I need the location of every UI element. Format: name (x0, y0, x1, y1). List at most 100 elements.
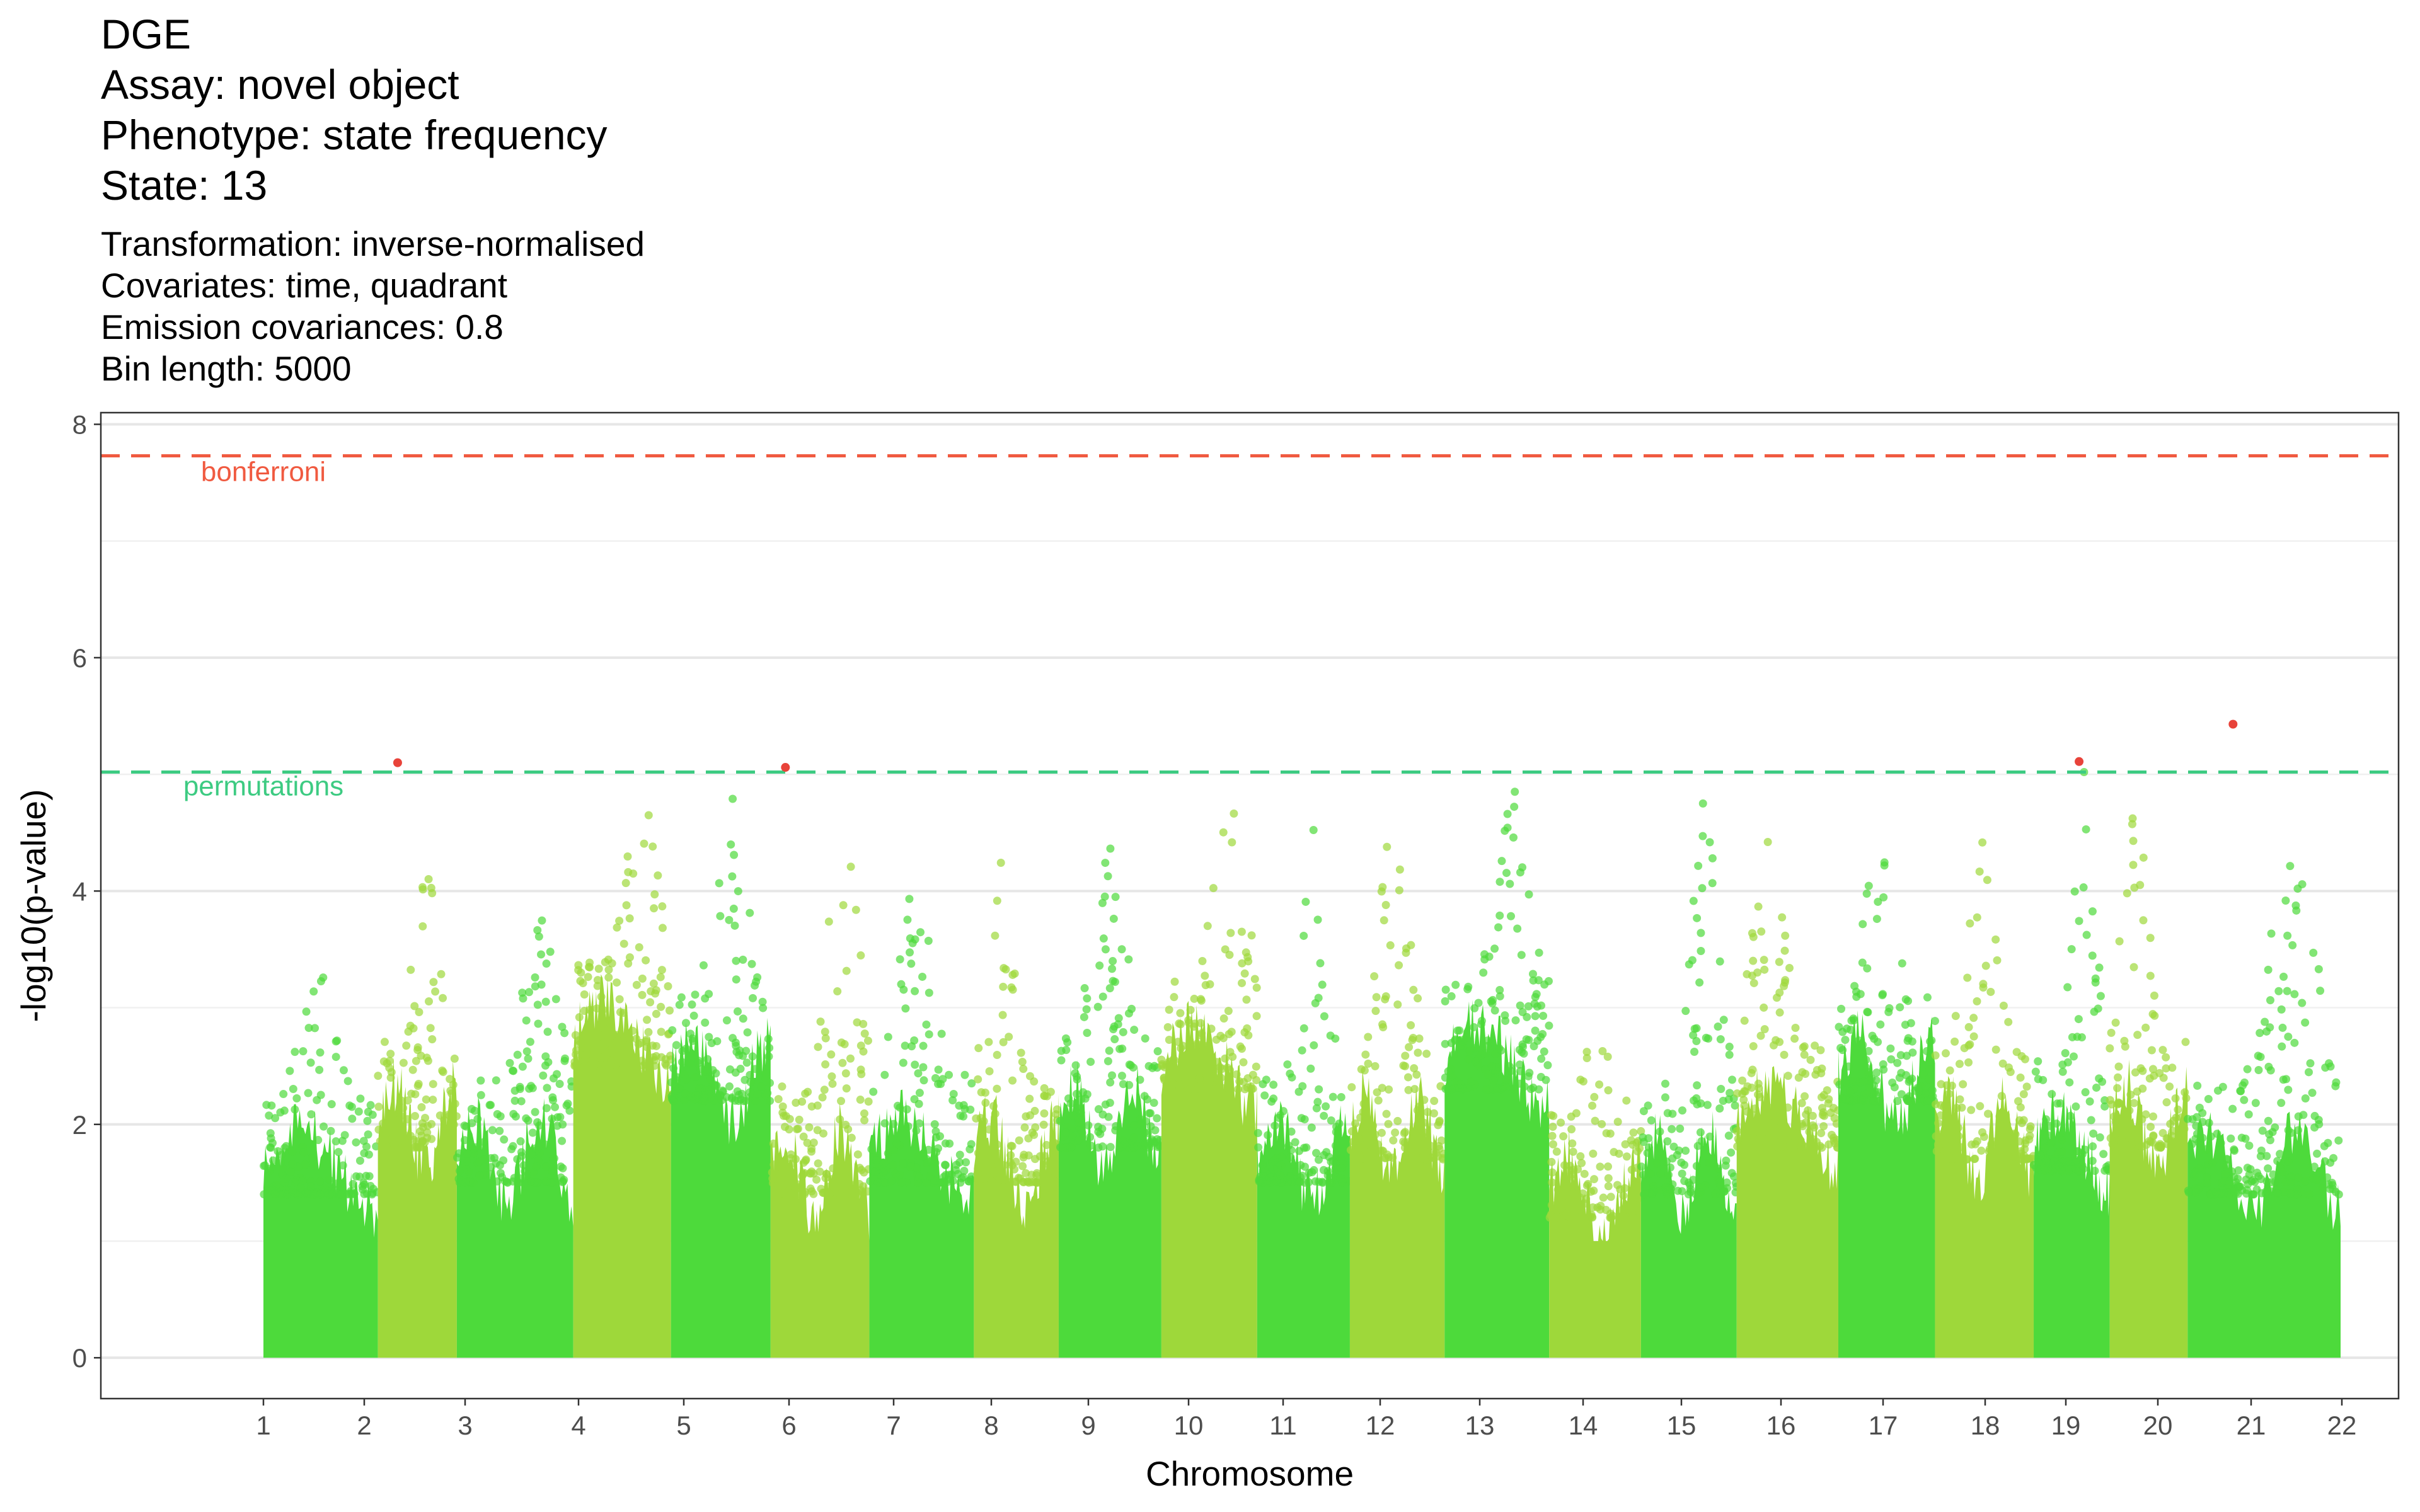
data-point (985, 1125, 994, 1134)
data-point (374, 1125, 383, 1134)
permutations-label: permutations (183, 770, 343, 801)
data-point (380, 1133, 389, 1142)
data-point (1414, 1133, 1423, 1142)
chromosome-13-points (1441, 788, 1553, 1358)
data-point (949, 1089, 958, 1098)
data-point (1744, 1141, 1753, 1150)
data-point (2217, 1178, 2226, 1187)
data-point (945, 1070, 954, 1079)
data-point (1011, 1157, 1020, 1166)
data-point (2179, 1142, 2187, 1151)
data-point (2129, 837, 2138, 845)
data-point (316, 1091, 325, 1099)
data-point (1580, 1169, 1589, 1178)
data-point (1332, 1128, 1340, 1137)
data-point (1846, 1087, 1855, 1096)
data-point (710, 1096, 718, 1105)
data-point (993, 1140, 1001, 1149)
data-point (1320, 1111, 1328, 1120)
data-point (657, 966, 666, 975)
data-point (643, 1062, 652, 1070)
data-point (1296, 1160, 1305, 1169)
data-point (1279, 1107, 1288, 1116)
data-point (1165, 1036, 1173, 1045)
data-point (1537, 1001, 1546, 1010)
data-point (1184, 1018, 1193, 1027)
data-point (1973, 997, 1981, 1005)
data-point (444, 1110, 453, 1119)
data-point (657, 1028, 666, 1036)
data-point (999, 982, 1008, 991)
data-point (386, 1050, 395, 1058)
data-point (1674, 1146, 1683, 1155)
data-point (1975, 867, 1984, 876)
data-point (1928, 1086, 1937, 1095)
data-point (1705, 838, 1714, 847)
data-point (2087, 1116, 2095, 1125)
data-point (543, 1084, 551, 1092)
data-point (615, 917, 624, 925)
data-point (1382, 1109, 1391, 1118)
data-point (1778, 913, 1787, 922)
data-point (463, 1157, 471, 1166)
data-point (1576, 1152, 1585, 1160)
data-point (354, 1107, 363, 1116)
data-point (2320, 1157, 2329, 1166)
data-point (2264, 1164, 2273, 1173)
data-point (1227, 1028, 1236, 1036)
chromosome-14-points (1545, 1046, 1645, 1358)
data-point (1552, 1147, 1561, 1156)
data-point (490, 1154, 499, 1162)
data-point (539, 1071, 548, 1080)
data-point (989, 1102, 998, 1111)
data-point (1627, 1166, 1636, 1174)
y-tick-label: 4 (72, 876, 87, 906)
data-point (1725, 1043, 1734, 1051)
data-point (628, 1026, 637, 1035)
data-point (1589, 1149, 1598, 1158)
data-point (2258, 1126, 2267, 1135)
data-point (1603, 1162, 1612, 1171)
data-point (1232, 1070, 1241, 1079)
data-point (338, 1161, 347, 1170)
data-point (1705, 1132, 1714, 1141)
data-point (1464, 1055, 1473, 1064)
data-point (2071, 1164, 2080, 1173)
data-point (792, 1098, 800, 1107)
data-point (1482, 1085, 1490, 1094)
data-point (1518, 1007, 1527, 1016)
data-point (260, 1190, 268, 1199)
data-point (1225, 951, 1234, 959)
data-point (1789, 1138, 1798, 1147)
data-point (2228, 1104, 2237, 1113)
data-point (624, 959, 633, 968)
data-point (896, 955, 904, 964)
data-point (1519, 1049, 1528, 1058)
data-point (1101, 859, 1110, 868)
data-point (314, 1136, 323, 1145)
data-point (1373, 1088, 1381, 1097)
data-point (1081, 1094, 1090, 1103)
data-point (911, 1060, 919, 1069)
title-line: State: 13 (101, 162, 268, 209)
data-point (1967, 1106, 1976, 1114)
data-point (1495, 911, 1504, 920)
data-point (439, 994, 447, 1002)
data-point (1066, 1143, 1075, 1152)
data-point (1265, 1178, 1274, 1187)
data-point (2146, 1137, 2155, 1146)
data-point (350, 1189, 359, 1198)
data-point (1582, 1048, 1591, 1057)
data-point (1955, 1060, 1964, 1068)
data-point (2216, 1151, 2225, 1160)
data-point (1576, 1193, 1584, 1201)
data-point (1837, 1004, 1846, 1013)
data-point (1818, 1143, 1826, 1152)
data-point (2250, 1177, 2259, 1186)
data-point (1610, 1148, 1618, 1157)
data-point (661, 1055, 670, 1063)
data-point (1622, 1096, 1631, 1105)
data-point (2073, 1147, 2082, 1156)
data-point (1315, 1177, 1323, 1186)
data-point (1071, 1061, 1080, 1070)
